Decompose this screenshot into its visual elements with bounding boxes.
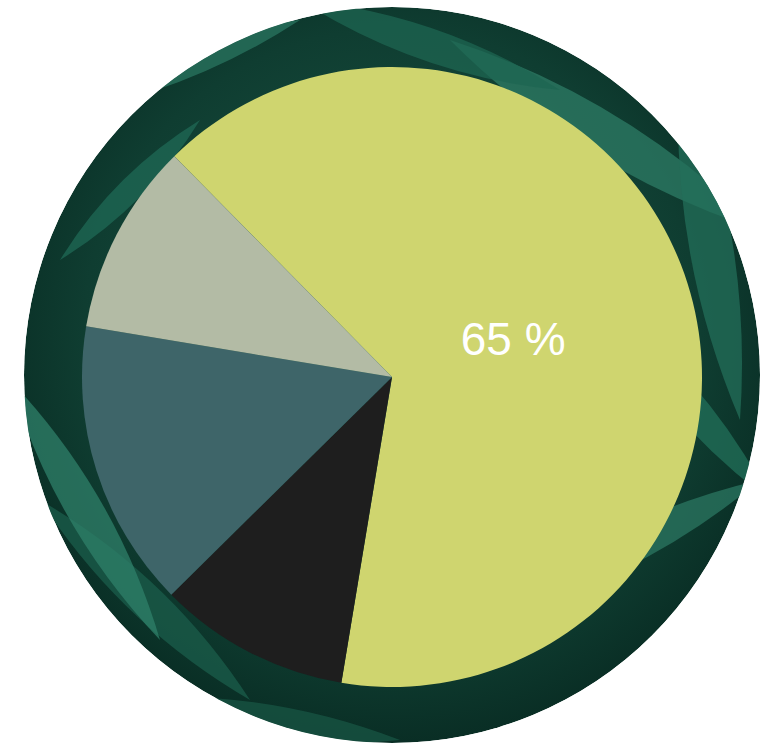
data-labels: 65 % xyxy=(461,313,566,365)
pie xyxy=(82,67,702,687)
background-leaf xyxy=(100,696,400,743)
chart: 65 % xyxy=(0,0,769,750)
pie-slice xyxy=(86,156,392,377)
background xyxy=(10,0,769,744)
background-circle xyxy=(24,7,760,743)
data-label: 65 % xyxy=(461,313,566,365)
